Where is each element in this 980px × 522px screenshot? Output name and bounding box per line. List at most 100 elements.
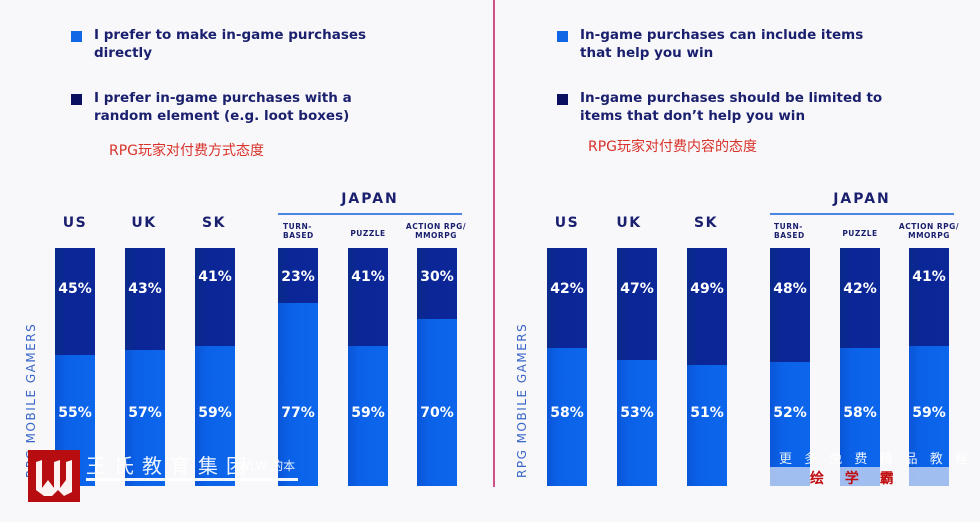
genre-label: PUZZLE [333,229,403,238]
legend-label: In-game purchases can include items that… [580,27,864,61]
bar-1: 42% 58% [547,248,587,486]
genre-text: PUZZLE [350,229,386,238]
category-label: UK [131,215,157,231]
genre-label: PUZZLE [825,229,895,238]
watermark-underline [86,478,298,481]
japan-group-label: JAPAN [833,191,891,207]
bar-4: 48% 52% [770,248,810,486]
data-label-bottom: 77% [281,405,315,421]
genre-text: ACTION RPG/ MMORPG [405,222,467,240]
legend-item-help-win: In-game purchases can include items that… [557,26,890,62]
bar-segment-bottom [125,350,165,486]
bar-segment-bottom [909,345,949,486]
chart-note: RPG玩家对付费内容的态度 [588,139,758,155]
data-label-top: 41% [198,269,232,285]
watermark-red-text: 绘 学 霸 [810,471,902,487]
data-label-bottom: 58% [843,405,877,421]
genre-label: TURN- BASED [754,222,834,240]
japan-group-label: JAPAN [341,191,399,207]
data-label-bottom: 59% [912,405,946,421]
panel-divider [493,0,495,487]
legend-label: I prefer in-game purchases with a random… [94,90,352,124]
data-label-top: 41% [912,269,946,285]
bar-segment-top [770,248,810,363]
bar-segment-top [195,248,235,346]
bar-2: 43% 57% [125,248,165,486]
data-label-top: 41% [351,269,385,285]
bar-segment-bottom [617,359,657,486]
bar-segment-top [348,248,388,346]
genre-label: ACTION RPG/ MMORPG [894,222,964,240]
category-label: SK [202,215,226,231]
bar-3: 41% 59% [195,248,235,486]
legend-item-direct: I prefer to make in-game purchases direc… [71,26,404,62]
data-label-top: 48% [773,281,807,297]
data-label-top: 30% [420,269,454,285]
watermark-small-left: WLW 的本 [238,459,296,473]
bar-segment-bottom [278,302,318,486]
data-label-top: 45% [58,281,92,297]
bar-segment-bottom [195,345,235,486]
bar-segment-bottom [348,345,388,486]
bar-6: 41% 59% [909,248,949,486]
bar-segment-top [547,248,587,348]
data-label-top: 42% [550,281,584,297]
bar-5: 41% 59% [348,248,388,486]
data-label-bottom: 55% [58,405,92,421]
legend-label: In-game purchases should be limited to i… [580,90,883,124]
bar-segment-top [909,248,949,346]
legend-swatch-random [71,94,82,105]
data-label-top: 42% [843,281,877,297]
data-label-bottom: 53% [620,405,654,421]
watermark-band [770,467,810,486]
data-label-bottom: 70% [420,405,454,421]
bar-segment-bottom [770,362,810,486]
legend-swatch-help-win [557,31,568,42]
bar-segment-top [125,248,165,351]
bar-segment-top [278,248,318,303]
genre-text: ACTION RPG/ MMORPG [898,222,960,240]
data-label-bottom: 59% [351,405,385,421]
bar-segment-top [617,248,657,360]
category-label: UK [616,215,642,231]
category-label: US [62,215,88,231]
watermark-band [840,467,880,486]
data-label-top: 43% [128,281,162,297]
bar-5: 42% 58% [840,248,880,486]
data-label-bottom: 52% [773,405,807,421]
legend-swatch-direct [71,31,82,42]
legend-label: I prefer to make in-game purchases direc… [94,27,367,61]
data-label-bottom: 57% [128,405,162,421]
bar-segment-bottom [547,347,587,486]
data-label-top: 49% [690,281,724,297]
data-label-top: 23% [281,269,315,285]
watermark-text-right: 更 多 免 费 精 品 教 程 [779,452,972,467]
bar-segment-top [840,248,880,348]
bar-2: 47% 53% [617,248,657,486]
bar-segment-bottom [417,319,457,486]
chart-note: RPG玩家对付费方式态度 [109,143,265,159]
data-label-top: 47% [620,281,654,297]
japan-group-underline [770,213,954,215]
legend-item-limited: In-game purchases should be limited to i… [557,89,890,125]
category-label: US [554,215,580,231]
genre-label: TURN- BASED [263,222,343,240]
genre-text: PUZZLE [842,229,878,238]
bar-segment-top [417,248,457,320]
bar-segment-bottom [687,364,727,486]
data-label-bottom: 51% [690,405,724,421]
category-label: SK [694,215,718,231]
bar-segment-top [55,248,95,356]
watermark-band [909,467,949,486]
genre-text: TURN- BASED [774,222,805,240]
w-logo-icon [36,460,72,496]
watermark-text-left: 王氏教育集团 [86,454,254,478]
bar-4: 23% 77% [278,248,318,486]
legend-swatch-limited [557,94,568,105]
genre-text: TURN- BASED [283,222,314,240]
bar-6: 30% 70% [417,248,457,486]
genre-label: ACTION RPG/ MMORPG [401,222,471,240]
data-label-bottom: 58% [550,405,584,421]
bar-3: 49% 51% [687,248,727,486]
